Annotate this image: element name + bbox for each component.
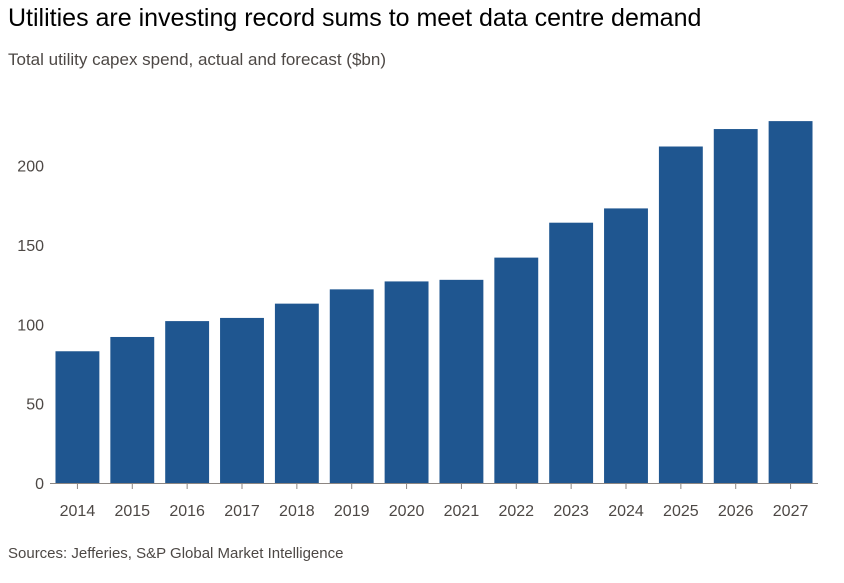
bar: [549, 222, 594, 484]
chart-title: Utilities are investing record sums to m…: [8, 4, 702, 32]
bar: [384, 281, 429, 483]
bar: [494, 257, 539, 483]
bar: [768, 121, 813, 483]
bar: [165, 321, 210, 483]
y-tick-label: 100: [17, 317, 44, 334]
x-tick-label: 2027: [773, 503, 809, 520]
chart-subtitle: Total utility capex spend, actual and fo…: [8, 50, 386, 69]
x-tick-label: 2023: [553, 503, 589, 520]
x-tick-label: 2019: [334, 503, 370, 520]
source-note: Sources: Jefferies, S&P Global Market In…: [8, 545, 344, 562]
bar: [274, 303, 319, 483]
y-tick-label: 200: [17, 159, 44, 176]
bar: [713, 129, 758, 483]
bar: [329, 289, 374, 483]
x-tick-label: 2018: [279, 503, 315, 520]
x-tick-label: 2022: [498, 503, 534, 520]
x-tick-label: 2020: [389, 503, 425, 520]
x-tick-label: 2021: [444, 503, 480, 520]
bar: [604, 208, 648, 483]
bar: [220, 317, 264, 483]
x-tick-label: 2016: [169, 503, 205, 520]
x-tick-label: 2026: [718, 503, 754, 520]
bar-chart: 0 50 100 150 200 2014 2015 2016 2017 2018 2019 2020…: [17, 121, 818, 520]
y-tick-label: 50: [26, 397, 44, 414]
bar: [658, 146, 703, 483]
y-tick-label: 0: [35, 476, 44, 493]
bar: [439, 279, 484, 483]
bar: [55, 351, 100, 483]
x-tick-label: 2025: [663, 503, 699, 520]
x-tick-label: 2015: [114, 503, 150, 520]
y-tick-label: 150: [17, 238, 44, 255]
x-tick-label: 2024: [608, 503, 644, 520]
x-tick-label: 2014: [60, 503, 96, 520]
bar: [110, 336, 155, 483]
x-tick-label: 2017: [224, 503, 260, 520]
